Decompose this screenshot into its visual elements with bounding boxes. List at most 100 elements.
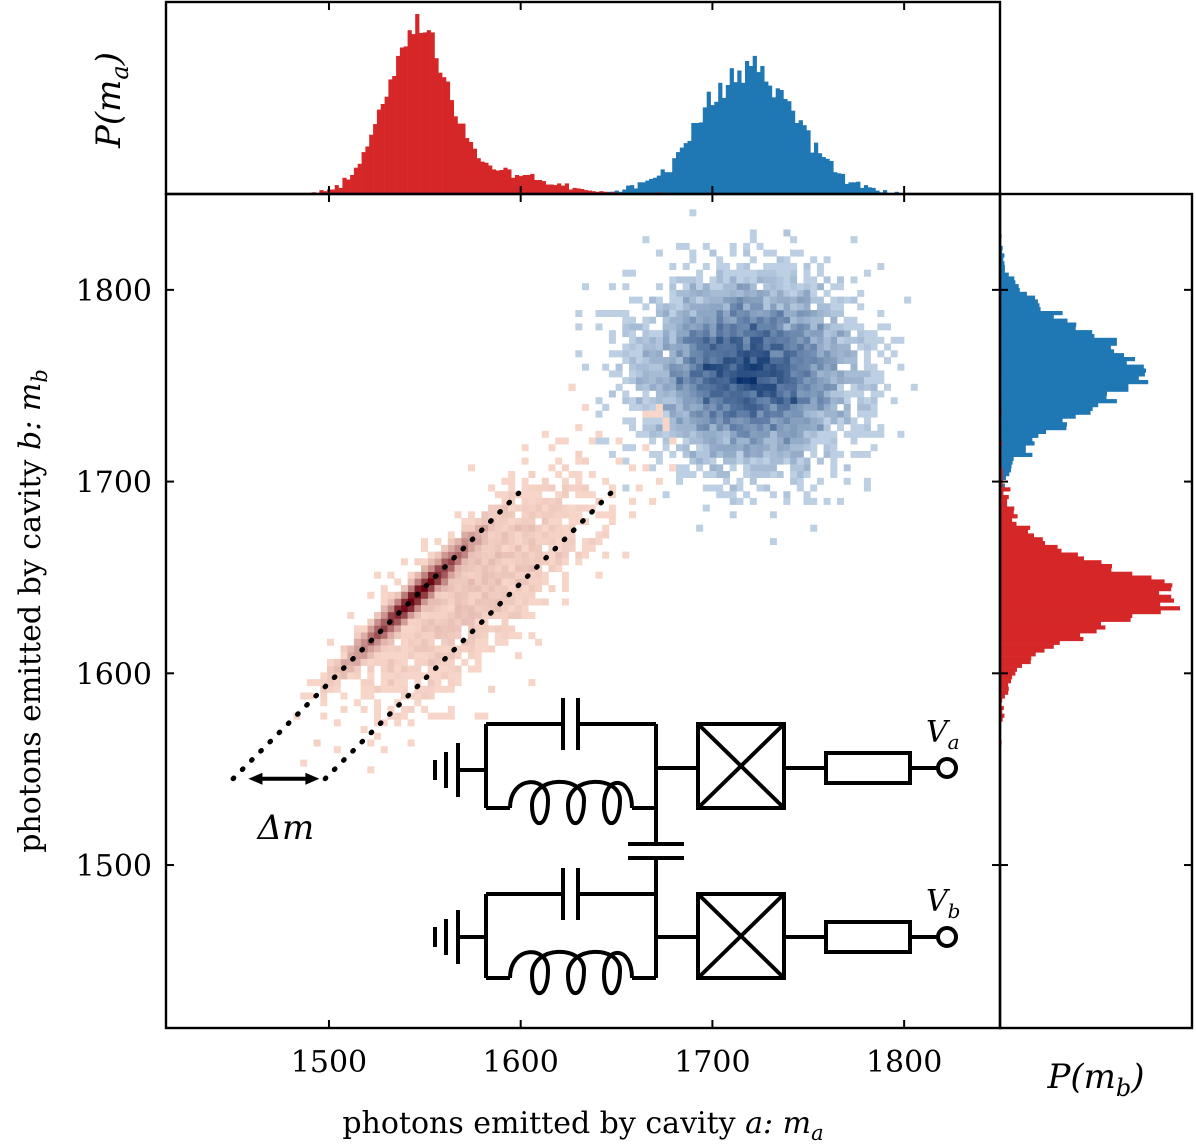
heatmap-cell [561,544,569,552]
heatmap-cell [803,296,811,304]
heatmap-cell [340,692,348,700]
heatmap-cell [863,450,871,458]
heatmap-cell [769,370,777,378]
heatmap-cell [629,350,636,358]
heatmap-cell [769,276,777,284]
heatmap-cell [454,511,462,519]
heatmap-cell [763,464,771,472]
heatmap-cell [790,249,798,257]
heatmap-cell [400,705,408,713]
heatmap-cell [816,323,824,331]
heatmap-cell [514,504,522,512]
heatmap-cell [749,316,757,324]
heatmap-cell [407,665,415,673]
heatmap-cell [635,357,643,364]
heatmap-cell [803,283,811,291]
heatmap-cell [521,524,529,532]
heatmap-cell [454,645,462,653]
heatmap-cell [635,363,643,371]
heatmap-cell [541,524,549,532]
heatmap-cell [783,377,791,385]
heatmap-cell [769,491,777,499]
right-histogram-bar-red [1000,644,1054,649]
heatmap-cell [642,464,650,472]
heatmap-cell [441,618,449,626]
heatmap-cell [749,357,757,364]
heatmap-cell [769,437,777,445]
heatmap-cell [548,484,556,492]
top-histogram-bar-red [426,30,431,195]
heatmap-cell [749,336,757,344]
heatmap-cell [535,571,543,579]
heatmap-cell [622,457,630,465]
right-histogram-bar-blue [1000,464,1012,469]
heatmap-cell [588,504,596,512]
heatmap-cell [716,357,724,364]
heatmap-cell [676,289,683,297]
heatmap-cell [837,424,844,432]
heatmap-cell [743,363,751,371]
heatmap-cell [776,444,784,452]
heatmap-cell [662,424,670,432]
heatmap-cell [810,350,818,358]
heatmap-cell [447,565,455,572]
top-histogram-bar-blue [871,187,876,194]
heatmap-cell [769,538,777,546]
heatmap-cell [749,283,757,291]
heatmap-cell [441,665,449,673]
heatmap-cell [843,323,851,331]
heatmap-cell [380,605,388,613]
heatmap-cell [434,618,442,626]
heatmap-cell [696,370,704,378]
heatmap-cell [796,397,804,405]
heatmap-cell [615,457,623,465]
right-histogram-bar-blue [1000,441,1035,446]
right-histogram-bar-red [1000,521,1017,526]
heatmap-cell [367,685,375,693]
heatmap-cell [669,403,677,411]
heatmap-cell [756,430,764,438]
heatmap-cell [528,524,536,532]
heatmap-cell [723,289,730,297]
top-histogram-bar-red [488,165,493,194]
heatmap-cell [655,383,663,391]
right-histogram-bar-red [1000,575,1152,580]
heatmap-cell [521,598,529,606]
heatmap-cell [810,444,818,452]
right-histogram-bar-blue [1000,368,1146,373]
right-histogram-bar-blue [1000,257,1004,262]
heatmap-cell [830,430,838,438]
heatmap-cell [736,357,744,364]
heatmap-cell [783,390,791,398]
heatmap-cell [380,719,388,727]
heatmap-cell [837,383,844,391]
heatmap-cell [501,491,509,499]
heatmap-cell [716,323,724,331]
heatmap-cell [454,625,462,633]
heatmap-cell [689,370,697,378]
heatmap-cell [723,397,730,405]
heatmap-cell [682,276,690,284]
heatmap-cell [743,289,751,297]
heatmap-cell [427,625,435,633]
heatmap-cell [387,645,395,653]
heatmap-cell [696,323,704,331]
heatmap-cell [649,437,657,445]
heatmap-cell [790,417,798,425]
heatmap-cell [548,558,556,566]
heatmap-cell [454,585,462,593]
heatmap-cell [796,410,804,418]
heatmap-cell [857,450,865,458]
right-histogram-bar-blue [1000,334,1095,339]
right-histogram-bar-blue [1000,287,1020,293]
heatmap-cell [696,430,704,438]
heatmap-cell [474,565,482,572]
heatmap-cell [313,739,321,747]
heatmap-cell [830,350,838,358]
heatmap-cell [729,444,737,452]
heatmap-cell [702,430,710,438]
heatmap-cell [629,464,636,472]
heatmap-cell [575,471,583,478]
heatmap-cell [803,303,811,311]
heatmap-cell [796,249,804,257]
